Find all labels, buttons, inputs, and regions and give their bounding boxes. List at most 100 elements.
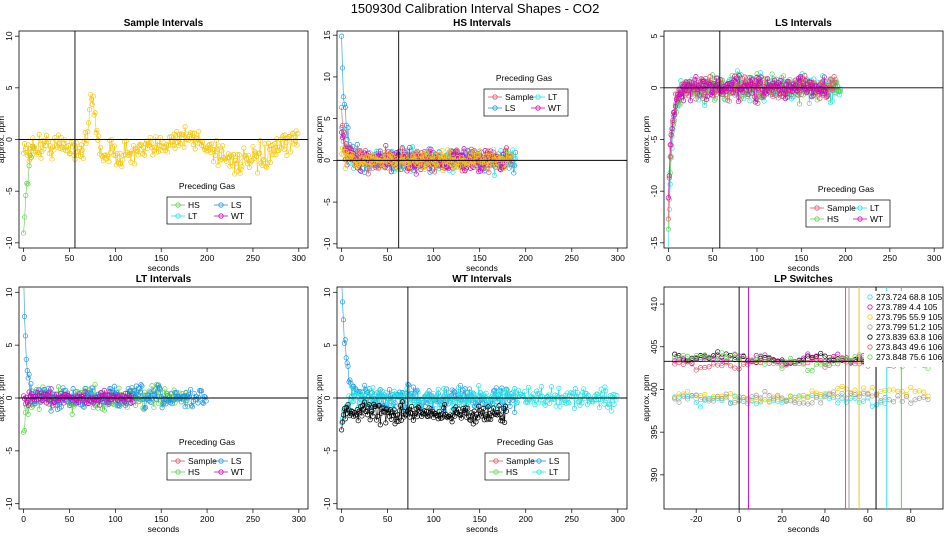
data-point	[116, 402, 122, 408]
data-point	[735, 99, 741, 105]
data-point	[453, 148, 459, 154]
legend-box	[166, 196, 252, 225]
data-point	[496, 403, 502, 409]
data-point	[172, 145, 178, 151]
data-point	[732, 393, 738, 399]
data-point	[448, 394, 454, 400]
data-point	[921, 389, 927, 395]
x-tick-label: 50	[708, 253, 718, 263]
data-point	[398, 417, 404, 423]
data-point	[377, 422, 383, 428]
data-point	[22, 146, 28, 152]
y-axis-label: approx. ppm	[0, 374, 6, 421]
data-point	[447, 412, 453, 418]
data-point	[362, 397, 368, 403]
data-point	[40, 384, 46, 390]
data-point	[73, 388, 79, 395]
data-point	[740, 394, 746, 401]
data-point	[795, 88, 801, 94]
data-point	[692, 76, 698, 82]
legend-key-marker	[536, 458, 542, 464]
data-point	[48, 150, 54, 156]
data-point	[830, 389, 837, 395]
data-point	[511, 170, 517, 176]
y-axis-label: approx. ppm	[314, 116, 324, 163]
data-point	[524, 398, 530, 404]
y-tick-label: 405	[649, 339, 659, 353]
data-point	[693, 399, 699, 406]
data-point	[732, 400, 738, 406]
data-point	[762, 389, 768, 395]
data-point	[738, 95, 744, 101]
data-point	[434, 392, 440, 398]
x-axis-label: seconds	[788, 263, 820, 273]
data-point	[869, 384, 875, 391]
legend-key-marker	[814, 205, 820, 211]
data-point	[340, 317, 346, 323]
data-point	[835, 351, 841, 357]
legend-key-marker	[867, 334, 873, 340]
data-point	[374, 413, 381, 419]
data-point	[440, 402, 446, 408]
data-point	[240, 158, 246, 164]
y-tick-label: 0	[322, 158, 332, 163]
data-point	[411, 158, 417, 164]
data-point	[188, 403, 195, 409]
data-point	[685, 353, 691, 359]
data-point	[28, 381, 34, 387]
data-point	[439, 147, 445, 154]
data-point	[784, 94, 790, 100]
data-point	[21, 230, 27, 236]
data-point	[688, 98, 694, 104]
data-point	[150, 152, 156, 158]
data-point	[199, 388, 205, 394]
data-point	[785, 78, 791, 84]
data-point	[511, 163, 517, 169]
data-point	[727, 363, 734, 369]
data-point	[912, 397, 918, 403]
y-tick-label: 5	[322, 343, 332, 348]
x-tick-label: 200	[519, 514, 533, 524]
data-point	[97, 402, 103, 408]
data-point	[137, 389, 143, 395]
data-point	[444, 390, 450, 396]
data-point	[758, 74, 764, 80]
data-point	[462, 410, 468, 416]
data-point	[181, 144, 187, 150]
legend-title: Preceding Gas	[496, 73, 552, 83]
x-tick-label: 0	[666, 253, 671, 263]
data-point	[357, 152, 363, 158]
data-point	[483, 390, 489, 396]
x-tick-label: 100	[108, 514, 122, 524]
data-point	[667, 142, 673, 148]
data-point	[808, 79, 814, 85]
legend-label: WT	[231, 467, 244, 477]
data-point	[824, 93, 830, 99]
data-point	[818, 85, 824, 91]
data-point	[271, 152, 277, 158]
data-point	[58, 404, 64, 410]
data-point	[698, 85, 704, 92]
legend-box	[166, 452, 252, 481]
x-axis-label: seconds	[148, 524, 180, 534]
data-point	[488, 416, 494, 422]
data-point	[418, 152, 424, 158]
data-point	[521, 394, 527, 400]
data-point	[352, 413, 358, 419]
data-point	[815, 89, 821, 95]
data-point	[502, 403, 509, 409]
data-point	[281, 146, 287, 152]
data-point	[452, 413, 458, 419]
data-point	[361, 152, 367, 158]
data-point	[812, 80, 818, 86]
data-point	[740, 352, 746, 358]
data-point	[676, 399, 682, 405]
data-point	[723, 391, 729, 397]
data-point	[599, 392, 605, 398]
y-tick-label: -5	[4, 187, 14, 195]
data-point	[341, 129, 347, 136]
data-point	[358, 168, 364, 174]
data-point	[823, 94, 829, 101]
data-point	[490, 146, 497, 153]
data-point	[230, 163, 236, 169]
